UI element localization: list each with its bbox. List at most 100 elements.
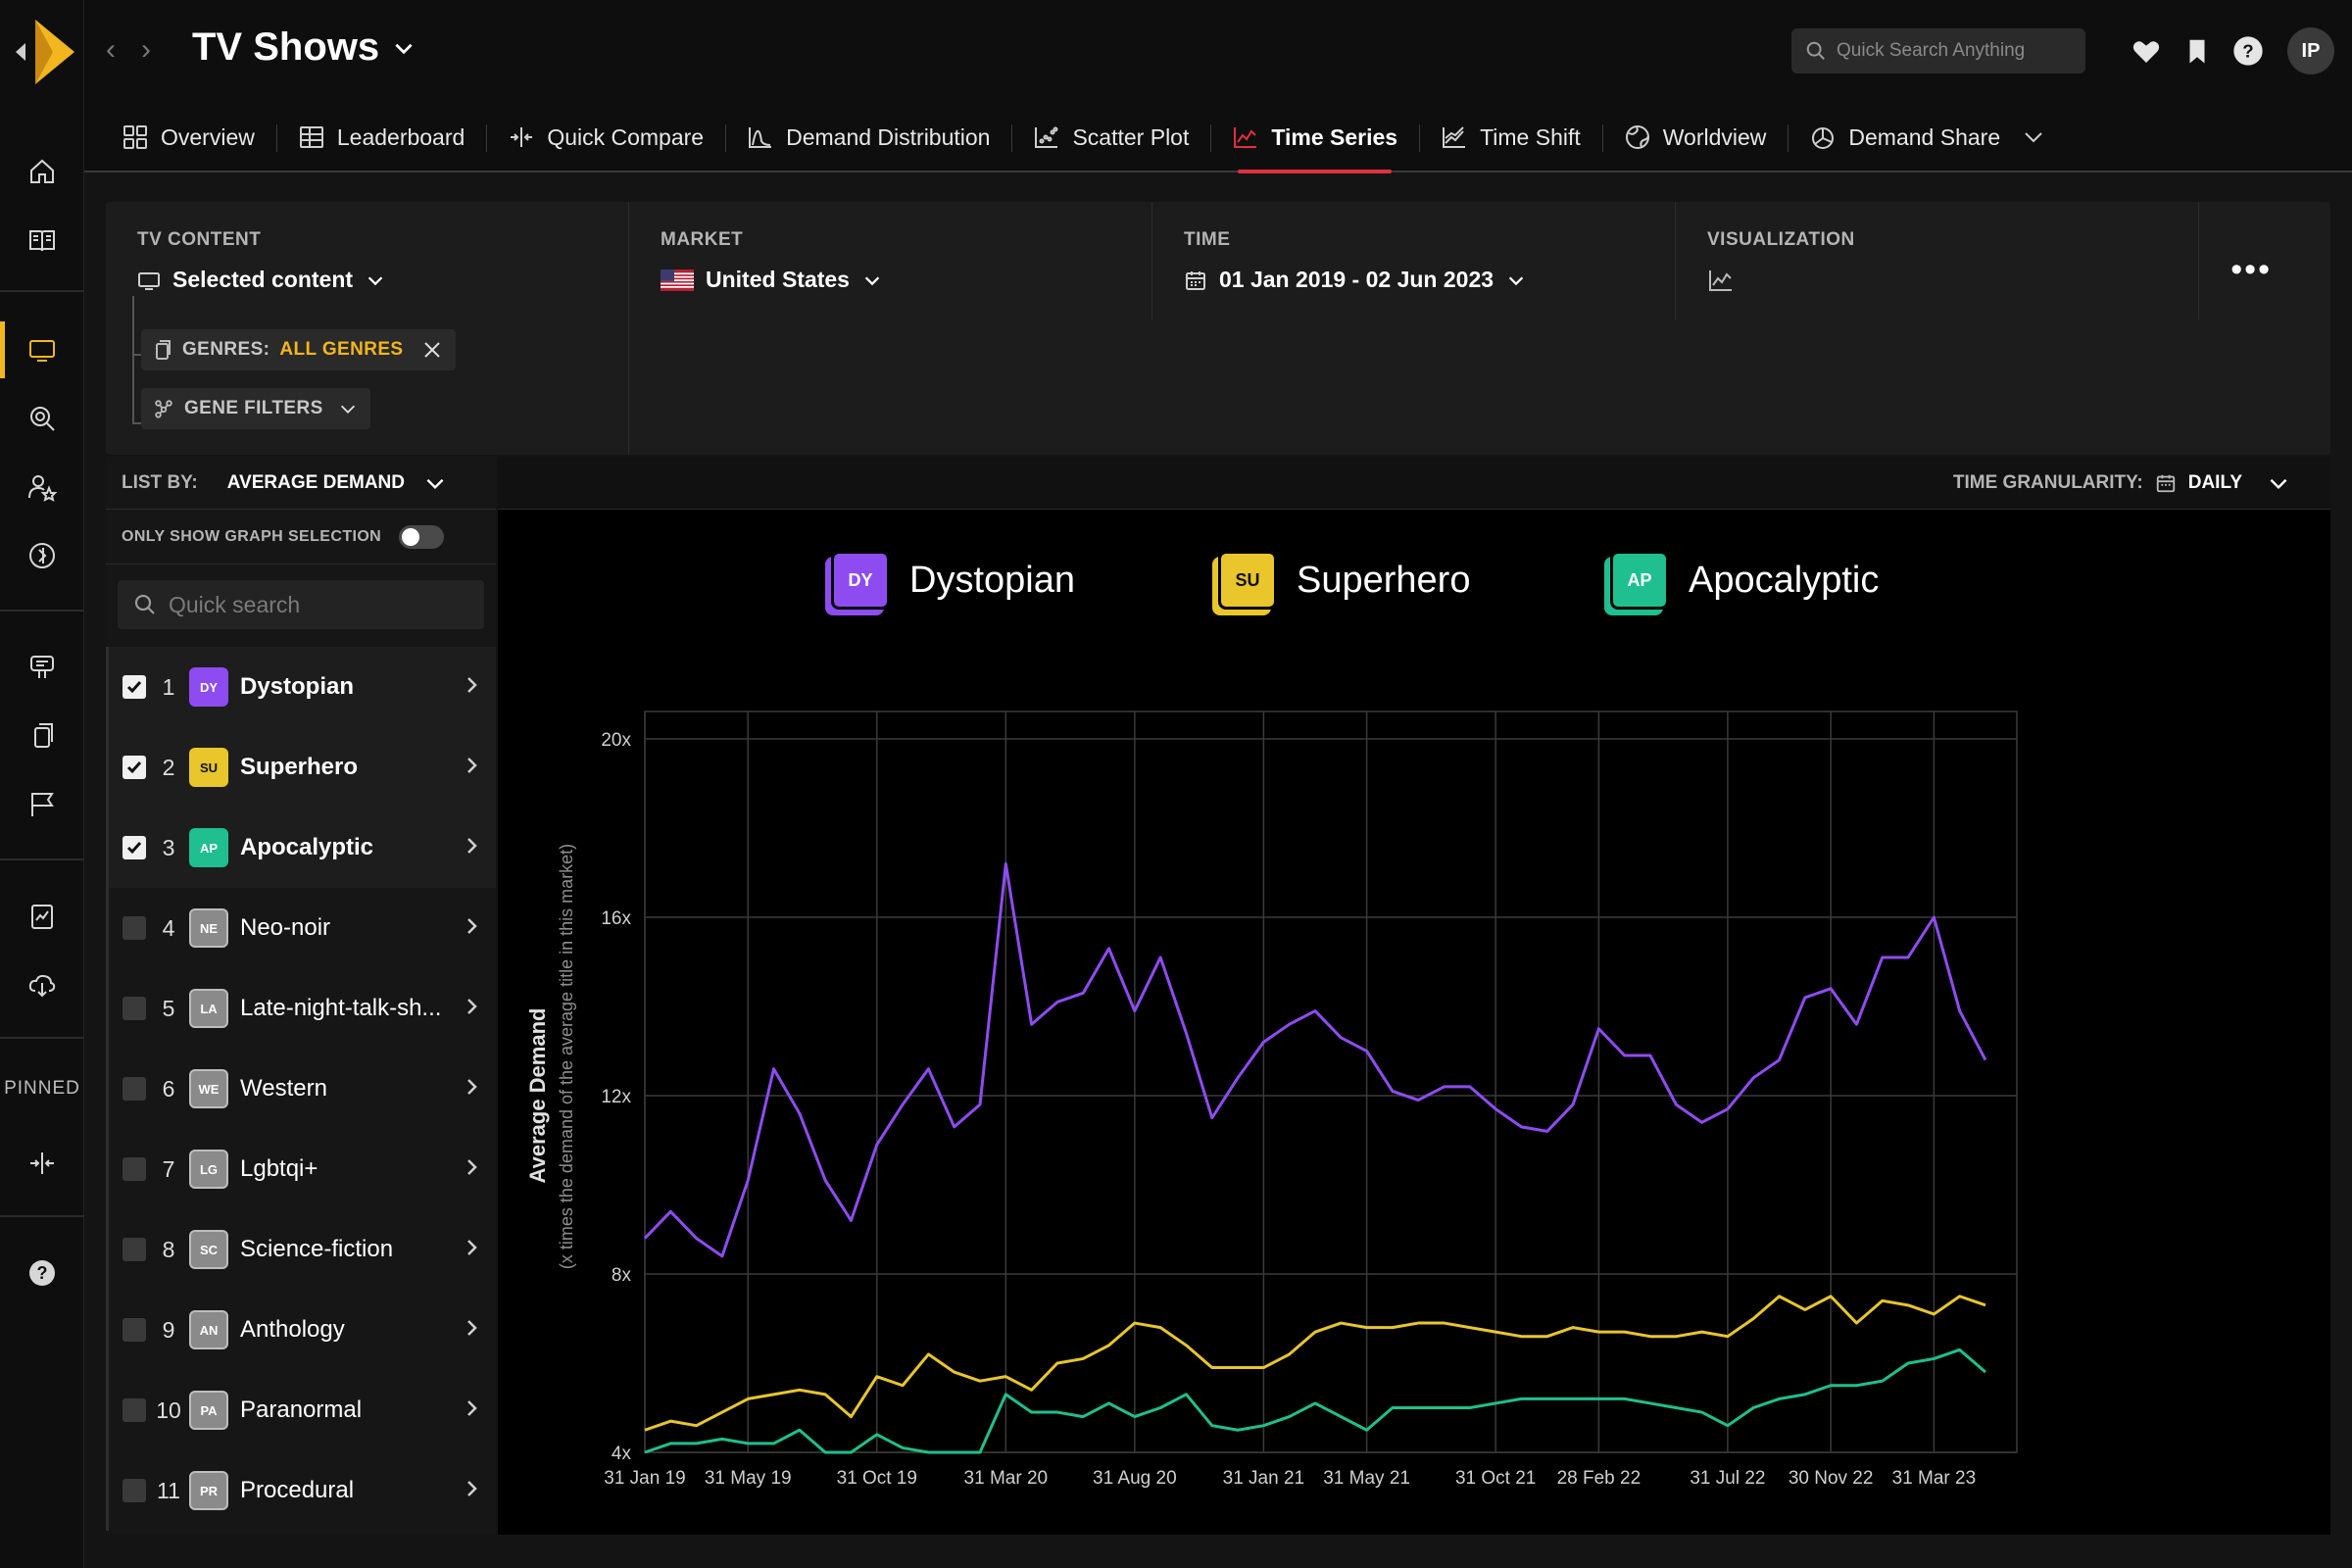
podcast-icon[interactable]: [20, 645, 65, 690]
chevron-right-icon[interactable]: [461, 755, 482, 776]
help-circle-icon[interactable]: ?: [2230, 33, 2266, 69]
chevron-down-icon: [395, 43, 413, 54]
close-icon[interactable]: [420, 338, 444, 362]
genre-badge: WE: [189, 1069, 228, 1108]
book-icon[interactable]: [20, 218, 65, 263]
chevron-right-icon[interactable]: [461, 1397, 482, 1419]
genre-name: Western: [240, 1075, 327, 1102]
chevron-right-icon[interactable]: [461, 1317, 482, 1339]
target-search-icon[interactable]: [20, 396, 65, 441]
time-range-dropdown[interactable]: 01 Jan 2019 - 02 Jun 2023: [1184, 267, 1527, 293]
genre-checkbox[interactable]: [122, 1318, 146, 1342]
tab-quick-compare[interactable]: Quick Compare: [486, 103, 725, 172]
compare-pin-icon[interactable]: [20, 1141, 65, 1186]
legend-item-apocalyptic[interactable]: AP Apocalyptic: [1610, 551, 1879, 610]
x-tick-label: 31 Aug 20: [1093, 1468, 1177, 1489]
list-search[interactable]: [118, 580, 484, 629]
chevron-right-icon[interactable]: [461, 1076, 482, 1098]
time-filter: TIME 01 Jan 2019 - 02 Jun 2023: [1152, 202, 1676, 319]
tab-time-shift[interactable]: Time Shift: [1419, 103, 1602, 172]
genre-row-apocalyptic[interactable]: 3 AP Apocalyptic: [106, 808, 496, 888]
tv-content-dropdown[interactable]: Selected content: [137, 267, 386, 293]
only-show-toggle[interactable]: [399, 524, 445, 549]
genre-row-late-night-talk-sh[interactable]: 5 LA Late-night-talk-sh...: [106, 968, 496, 1049]
genre-checkbox[interactable]: [122, 1077, 146, 1101]
genre-row-science-fiction[interactable]: 8 SC Science-fiction: [106, 1209, 496, 1290]
x-tick-label: 31 Jan 21: [1223, 1468, 1304, 1489]
chevron-right-icon[interactable]: [461, 996, 482, 1017]
x-tick-label: 31 Oct 21: [1455, 1468, 1536, 1489]
legend-item-dystopian[interactable]: DY Dystopian: [831, 551, 1075, 610]
global-search-input[interactable]: [1837, 40, 2072, 62]
chevron-right-icon[interactable]: [461, 915, 482, 937]
genre-row-anthology[interactable]: 9 AN Anthology: [106, 1290, 496, 1370]
report-icon[interactable]: [20, 894, 65, 939]
granularity-dropdown[interactable]: DAILY: [2188, 470, 2291, 496]
line-chart-icon: [1709, 270, 1732, 291]
genre-checkbox[interactable]: [122, 1238, 146, 1261]
chevron-right-icon[interactable]: [461, 674, 482, 696]
genres-chip[interactable]: GENRES: ALL GENRES: [141, 329, 457, 370]
genre-row-western[interactable]: 6 WE Western: [106, 1049, 496, 1129]
tab-label: Leaderboard: [336, 123, 466, 150]
list-search-input[interactable]: [169, 591, 463, 618]
chevron-right-icon[interactable]: [461, 1478, 482, 1499]
filter-label: TV CONTENT: [137, 229, 262, 250]
global-search[interactable]: [1791, 28, 2085, 74]
help-icon[interactable]: ?: [20, 1250, 65, 1296]
copy-icon: [156, 340, 171, 360]
app-logo[interactable]: [14, 14, 74, 90]
distribution-icon: [749, 127, 772, 148]
visualization-selector[interactable]: [1707, 267, 1735, 294]
tab-demand-share[interactable]: Demand Share: [1788, 103, 2069, 172]
genre-row-paranormal[interactable]: 10 PA Paranormal: [106, 1370, 496, 1450]
rail-divider: [0, 1215, 84, 1217]
genre-row-lgbtqi[interactable]: 7 LG Lgbtqi+: [106, 1129, 496, 1209]
tv-icon[interactable]: [0, 321, 84, 378]
more-options-icon[interactable]: •••: [2230, 251, 2272, 288]
list-by-dropdown[interactable]: AVERAGE DEMAND: [227, 470, 448, 496]
home-icon[interactable]: [20, 149, 65, 194]
chevron-right-icon[interactable]: [461, 1237, 482, 1258]
tab-scatter-plot[interactable]: Scatter Plot: [1011, 103, 1210, 172]
genre-row-dystopian[interactable]: 1 DY Dystopian: [106, 647, 496, 727]
genre-rank: 2: [162, 754, 175, 780]
favorites-heart-icon[interactable]: [2129, 33, 2164, 69]
chevron-right-icon[interactable]: [461, 1156, 482, 1178]
tab-overview[interactable]: Overview: [100, 103, 276, 172]
genre-checkbox[interactable]: [122, 997, 146, 1020]
tab-label: Worldview: [1662, 123, 1767, 150]
genre-row-procedural[interactable]: 11 PR Procedural: [106, 1450, 496, 1531]
forward-arrow-icon[interactable]: ›: [141, 33, 151, 66]
legend-item-superhero[interactable]: SU Superhero: [1218, 551, 1470, 610]
flag-icon[interactable]: [20, 782, 65, 827]
bookmark-icon[interactable]: [2180, 33, 2215, 69]
genre-checkbox[interactable]: [122, 836, 146, 859]
user-avatar[interactable]: IP: [2287, 27, 2334, 74]
tab-demand-distribution[interactable]: Demand Distribution: [725, 103, 1011, 172]
back-arrow-icon[interactable]: ‹: [106, 33, 116, 66]
genre-row-neo-noir[interactable]: 4 NE Neo-noir: [106, 888, 496, 968]
page-title-dropdown[interactable]: TV Shows: [192, 25, 416, 70]
genre-checkbox[interactable]: [122, 1398, 146, 1422]
genre-checkbox[interactable]: [122, 1479, 146, 1502]
genre-checkbox[interactable]: [122, 756, 146, 779]
genre-checkbox[interactable]: [122, 916, 146, 940]
gene-filters-dropdown[interactable]: GENE FILTERS: [141, 388, 370, 429]
genre-row-superhero[interactable]: 2 SU Superhero: [106, 727, 496, 808]
genre-name: Neo-noir: [240, 914, 331, 941]
tab-time-series[interactable]: Time Series: [1210, 103, 1419, 173]
genre-name: Apocalyptic: [240, 834, 374, 860]
chevron-right-icon[interactable]: [461, 835, 482, 857]
market-coin-icon[interactable]: [20, 533, 65, 578]
copy-icon[interactable]: [20, 713, 65, 759]
history-nav: ‹ ›: [106, 33, 151, 67]
market-dropdown[interactable]: United States: [661, 267, 883, 293]
tab-worldview[interactable]: Worldview: [1601, 103, 1788, 172]
tab-leaderboard[interactable]: Leaderboard: [275, 103, 486, 172]
cloud-download-icon[interactable]: [20, 962, 65, 1007]
talent-star-icon[interactable]: [20, 465, 65, 510]
genre-checkbox[interactable]: [122, 675, 146, 699]
genre-badge: PA: [189, 1391, 228, 1430]
genre-checkbox[interactable]: [122, 1157, 146, 1181]
